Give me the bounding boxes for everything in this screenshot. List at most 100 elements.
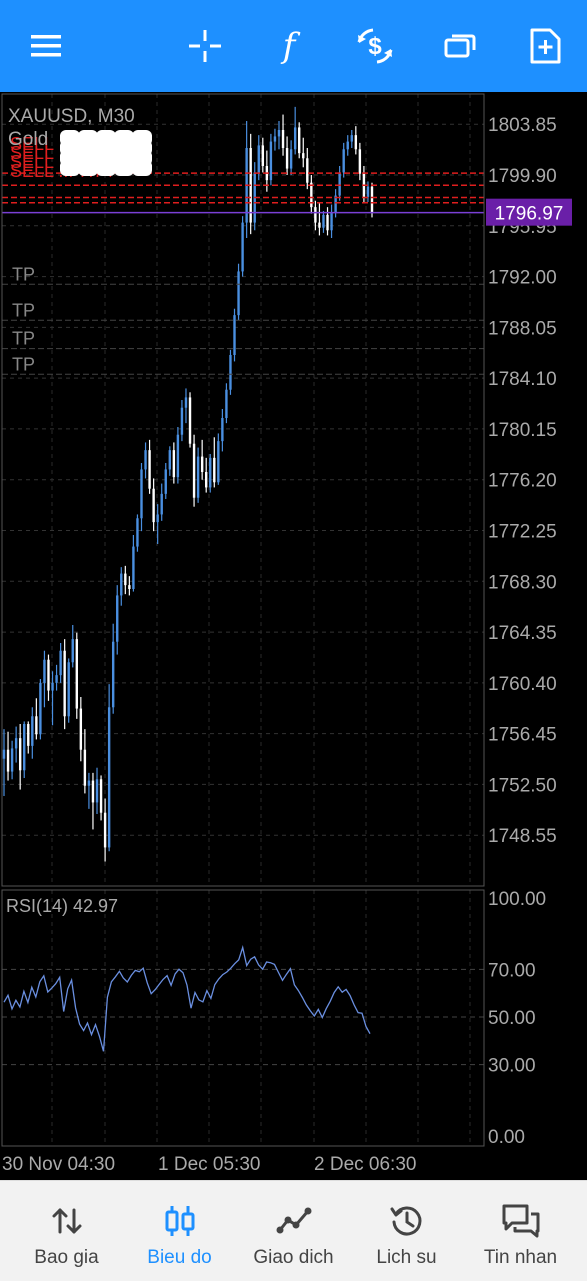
price-pane-frame [1, 93, 485, 887]
candle-body [176, 434, 180, 478]
redacted-mask [114, 160, 134, 176]
candle-body [302, 153, 305, 159]
candles-layer [2, 106, 374, 862]
candle-body [188, 397, 192, 444]
candle-body [144, 450, 147, 470]
candle-body [298, 127, 301, 154]
rsi-pane-frame [1, 889, 485, 1147]
nav-label: Giao dich [253, 1247, 334, 1268]
rsi-label: RSI(14) 42.97 [6, 896, 118, 916]
tp-label: TP [12, 300, 35, 320]
candle-body [140, 469, 143, 519]
candle-body [35, 716, 38, 735]
candle-body [47, 659, 50, 691]
candle-body [83, 749, 87, 786]
candle-body [120, 573, 123, 596]
rsi-tick-label: 30.00 [488, 1056, 536, 1077]
menu-icon[interactable] [20, 20, 72, 72]
price-tick-label: 1784.10 [488, 369, 557, 390]
nav-messages[interactable]: Tin nhan [454, 1181, 587, 1281]
svg-text:$: $ [368, 33, 382, 60]
candle-body [63, 650, 66, 717]
indicators-icon[interactable]: f [263, 20, 315, 72]
candle-body [322, 214, 325, 228]
rsi-tick-label: 0.00 [488, 1127, 525, 1148]
order-lines-layer [2, 172, 484, 214]
tp-label: TP [12, 264, 35, 284]
rsi-layer [3, 945, 371, 1052]
candle-body [107, 707, 111, 848]
candle-body [289, 149, 293, 169]
redacted-mask [132, 160, 152, 176]
price-tick-label: 1772.25 [488, 522, 557, 543]
time-axis-label: 30 Nov 04:30 [2, 1154, 115, 1175]
new-order-icon[interactable] [519, 20, 571, 72]
candle-body [269, 141, 273, 181]
candle-body [27, 724, 30, 746]
labels-layer: SELL ... 00.05SELL ... 9.90SELL ... 8.95… [6, 106, 572, 916]
price-tick-label: 1760.40 [488, 674, 557, 695]
candle-body [132, 546, 135, 589]
tp-label: TP [12, 354, 35, 374]
candle-body [314, 207, 317, 223]
candle-body [124, 573, 127, 586]
price-tick-label: 1768.30 [488, 572, 557, 593]
candle-body [160, 493, 163, 515]
chart-area[interactable]: TP TP TP TP 1803.85 1799.90 1795.95 1792.00 178… [0, 92, 587, 1180]
candle-body [342, 149, 345, 173]
redacted-mask [96, 160, 116, 176]
symbol-label: XAUUSD, M30 [8, 106, 135, 127]
nav-label: Lich su [376, 1247, 437, 1268]
candle-body [2, 749, 6, 759]
candle-body [152, 488, 155, 523]
candle-body [55, 675, 58, 683]
price-tick-label: 1752.50 [488, 775, 557, 796]
bottom-navigation: Bao gia Bieu do Giao dich Lich su Tin nh… [0, 1180, 587, 1281]
candle-body [67, 662, 70, 717]
tp-label: TP [12, 329, 35, 349]
crosshair-icon[interactable] [179, 20, 231, 72]
candle-body [346, 141, 349, 150]
quotes-icon [51, 1203, 83, 1239]
redacted-mask [60, 160, 80, 176]
price-tick-label: 1780.15 [488, 420, 557, 441]
nav-label: Bao gia [34, 1247, 99, 1268]
nav-chart[interactable]: Bieu do [113, 1181, 246, 1281]
price-tick-label: 1803.85 [488, 115, 557, 136]
candle-body [196, 456, 200, 498]
candle-body [31, 716, 34, 746]
candle-body [281, 130, 285, 148]
candle-body [241, 222, 244, 272]
candle-body [111, 641, 115, 708]
candle-body [293, 127, 297, 150]
trade-icon[interactable]: $ [349, 20, 401, 72]
tp-lines-layer: TP TP TP TP [2, 264, 484, 375]
price-tick-label: 1792.00 [488, 268, 557, 289]
chart-grid [2, 94, 484, 1146]
nav-history[interactable]: Lich su [340, 1181, 473, 1281]
redacted-mask [78, 160, 98, 176]
candle-body [285, 148, 289, 169]
candle-body [200, 456, 204, 472]
rsi-line [3, 945, 371, 1052]
candle-body [221, 418, 224, 442]
candle-body [213, 457, 216, 483]
candle-body [172, 450, 176, 478]
windows-icon[interactable] [434, 20, 486, 72]
candle-body [225, 389, 228, 418]
candle-body [229, 355, 232, 390]
candle-body [51, 682, 54, 691]
time-axis-label: 2 Dec 06:30 [314, 1154, 416, 1175]
history-icon [389, 1203, 425, 1239]
candle-body [354, 135, 358, 150]
candle-body [14, 738, 18, 749]
candle-body [87, 780, 91, 786]
current-price-label: 1796.97 [495, 204, 564, 225]
candle-body [350, 135, 353, 142]
rsi-tick-label: 70.00 [488, 960, 536, 981]
price-tick-label: 1748.55 [488, 826, 557, 847]
nav-quotes[interactable]: Bao gia [0, 1181, 133, 1281]
nav-trade[interactable]: Giao dich [227, 1181, 360, 1281]
candle-body [10, 748, 14, 772]
